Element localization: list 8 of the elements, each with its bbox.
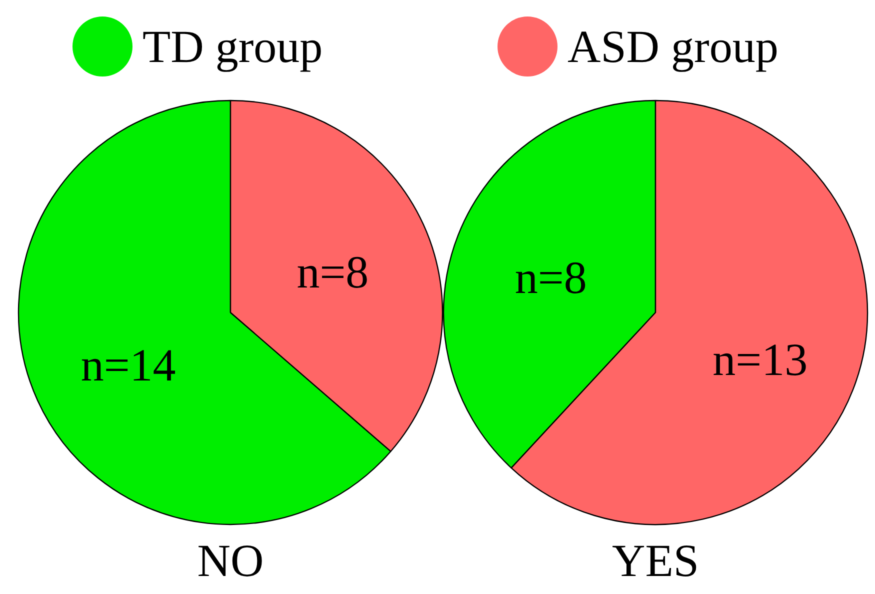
data-label: n=8 — [296, 246, 369, 298]
text: YES — [612, 535, 699, 586]
text: NO — [197, 535, 264, 586]
data-label: n=14 — [80, 340, 176, 391]
legend-label: ASD group — [568, 21, 778, 72]
legend-label: TD group — [142, 21, 323, 72]
data-label: n=8 — [514, 252, 587, 303]
data-label: n=13 — [712, 334, 808, 386]
